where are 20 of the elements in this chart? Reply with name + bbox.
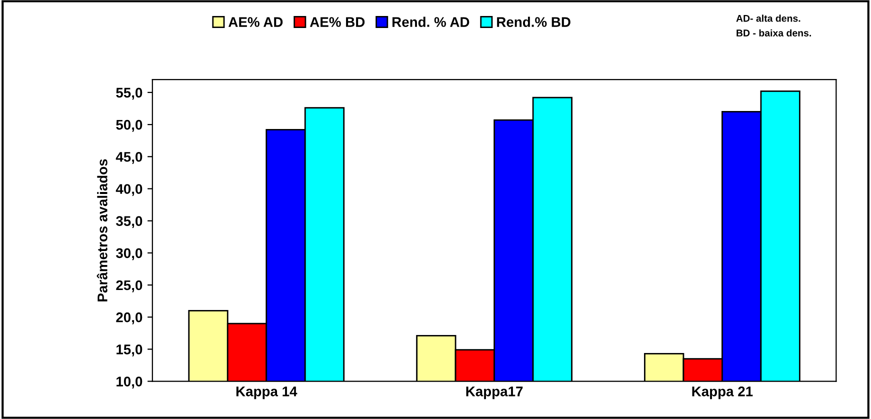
y-tick-label: 25,0 bbox=[116, 280, 142, 292]
y-tick-label: 45,0 bbox=[116, 152, 142, 164]
x-tick-label: Kappa 21 bbox=[692, 386, 753, 400]
y-tick-label: 10,0 bbox=[116, 376, 142, 388]
legend-label: AE% BD bbox=[310, 17, 365, 27]
y-tick-label: 40,0 bbox=[116, 184, 142, 196]
y-tick-label: 55,0 bbox=[116, 88, 142, 100]
y-tick-label: 30,0 bbox=[116, 248, 142, 260]
x-tick-label: Kappa 14 bbox=[236, 386, 298, 400]
text: BD - baixa dens. bbox=[736, 29, 811, 36]
y-tick-label: 20,0 bbox=[116, 312, 142, 324]
legend-label: AE% AD bbox=[228, 17, 283, 27]
legend-label: Rend.% BD bbox=[497, 16, 570, 27]
text: AD- alta dens. bbox=[736, 14, 800, 22]
y-tick-label: 15,0 bbox=[116, 344, 142, 356]
y-tick-label: 35,0 bbox=[116, 216, 142, 228]
y-tick-label: 50,0 bbox=[116, 120, 142, 132]
legend-label: Rend. % AD bbox=[392, 16, 470, 27]
x-tick-label: Kappa17 bbox=[466, 386, 523, 400]
y-axis-title: Parâmetros avaliados bbox=[96, 159, 108, 302]
